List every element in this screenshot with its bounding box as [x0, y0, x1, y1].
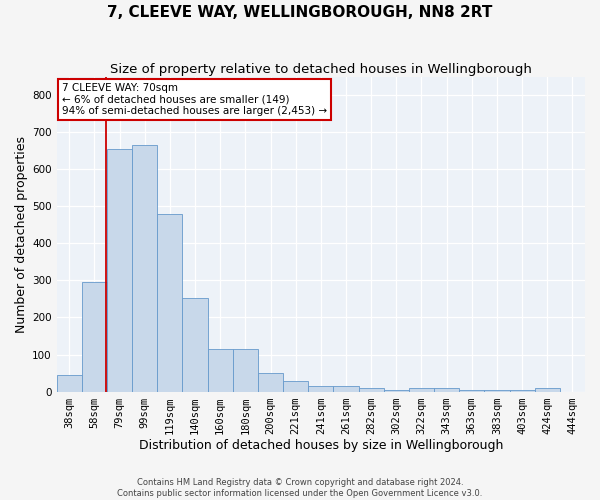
Bar: [334, 386, 359, 392]
Bar: [56, 375, 82, 392]
Bar: [509, 390, 535, 392]
Text: 7, CLEEVE WAY, WELLINGBOROUGH, NN8 2RT: 7, CLEEVE WAY, WELLINGBOROUGH, NN8 2RT: [107, 5, 493, 20]
Bar: [459, 390, 484, 392]
Bar: [283, 381, 308, 392]
Text: Contains HM Land Registry data © Crown copyright and database right 2024.
Contai: Contains HM Land Registry data © Crown c…: [118, 478, 482, 498]
Bar: [132, 145, 157, 392]
Bar: [157, 214, 182, 392]
Bar: [384, 390, 409, 392]
Bar: [434, 388, 459, 392]
Bar: [535, 388, 560, 392]
Bar: [308, 386, 334, 392]
Bar: [258, 373, 283, 392]
Bar: [359, 388, 384, 392]
Bar: [484, 390, 509, 392]
Text: 7 CLEEVE WAY: 70sqm
← 6% of detached houses are smaller (149)
94% of semi-detach: 7 CLEEVE WAY: 70sqm ← 6% of detached hou…: [62, 83, 327, 116]
Y-axis label: Number of detached properties: Number of detached properties: [15, 136, 28, 332]
Bar: [107, 149, 132, 392]
Bar: [409, 388, 434, 392]
Bar: [233, 349, 258, 392]
X-axis label: Distribution of detached houses by size in Wellingborough: Distribution of detached houses by size …: [139, 440, 503, 452]
Bar: [82, 282, 107, 392]
Bar: [182, 298, 208, 392]
Bar: [208, 349, 233, 392]
Title: Size of property relative to detached houses in Wellingborough: Size of property relative to detached ho…: [110, 62, 532, 76]
